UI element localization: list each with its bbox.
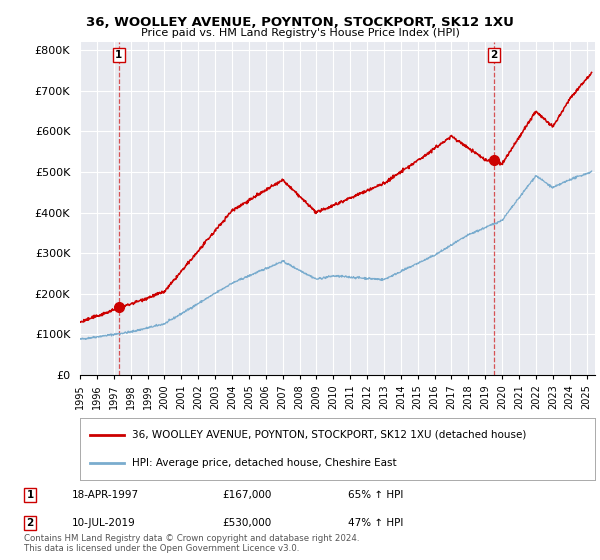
Text: 36, WOOLLEY AVENUE, POYNTON, STOCKPORT, SK12 1XU (detached house): 36, WOOLLEY AVENUE, POYNTON, STOCKPORT, …	[131, 430, 526, 440]
Text: 18-APR-1997: 18-APR-1997	[72, 490, 139, 500]
Text: 2: 2	[490, 50, 497, 60]
Text: 10-JUL-2019: 10-JUL-2019	[72, 518, 136, 528]
Text: £530,000: £530,000	[222, 518, 271, 528]
Text: 47% ↑ HPI: 47% ↑ HPI	[348, 518, 403, 528]
Text: 36, WOOLLEY AVENUE, POYNTON, STOCKPORT, SK12 1XU: 36, WOOLLEY AVENUE, POYNTON, STOCKPORT, …	[86, 16, 514, 29]
Text: HPI: Average price, detached house, Cheshire East: HPI: Average price, detached house, Ches…	[131, 458, 396, 468]
Text: Price paid vs. HM Land Registry's House Price Index (HPI): Price paid vs. HM Land Registry's House …	[140, 28, 460, 38]
Text: 65% ↑ HPI: 65% ↑ HPI	[348, 490, 403, 500]
Text: £167,000: £167,000	[222, 490, 271, 500]
Text: 2: 2	[26, 518, 34, 528]
Text: Contains HM Land Registry data © Crown copyright and database right 2024.
This d: Contains HM Land Registry data © Crown c…	[24, 534, 359, 553]
Text: 1: 1	[26, 490, 34, 500]
Text: 1: 1	[115, 50, 122, 60]
